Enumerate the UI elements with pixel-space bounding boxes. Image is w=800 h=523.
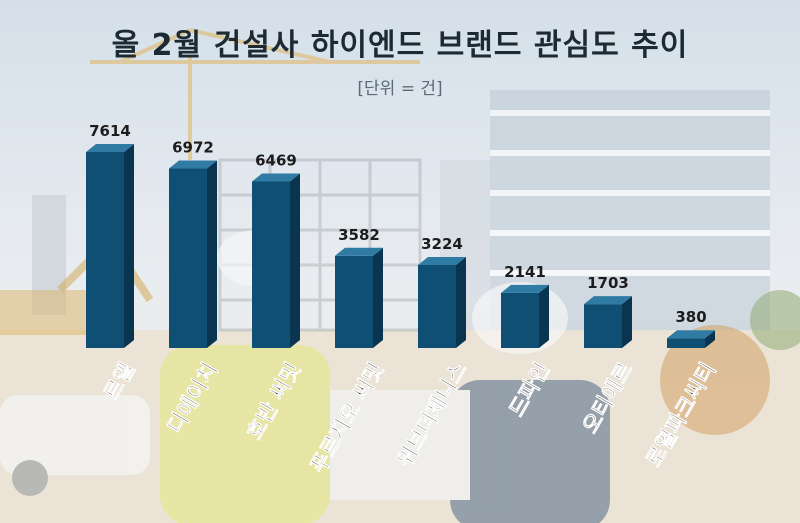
bar-5 xyxy=(418,257,466,348)
value-label: 7614 xyxy=(89,122,131,140)
category-label: 로열파크씨티 xyxy=(642,359,721,471)
bars-layer: 7614 르엘 6972 디에이치 6469 호반 써밋 3582 푸르지오 써밋 3224 위브… xyxy=(86,122,721,478)
bar-4 xyxy=(335,247,383,348)
bar-top xyxy=(335,247,383,256)
bar-front xyxy=(169,168,207,348)
category-label: 푸르지오 써밋 xyxy=(306,359,388,478)
bar-top xyxy=(169,160,217,169)
category-label: 위브더제니스 xyxy=(393,359,472,471)
bar-top xyxy=(418,257,466,266)
bar-side xyxy=(622,296,632,348)
bar-top xyxy=(86,144,134,152)
bar-side xyxy=(207,160,217,348)
bar-1 xyxy=(86,144,134,348)
value-label: 2141 xyxy=(504,263,546,281)
bar-top xyxy=(667,330,715,339)
value-label: 3582 xyxy=(338,226,380,244)
chart-title: 올 2월 건설사 하이엔드 브랜드 관심도 추이 xyxy=(111,28,689,63)
category-label: 르엘 xyxy=(99,359,139,404)
category-label: 오티에르 xyxy=(578,359,637,438)
category-label: 호반 써밋 xyxy=(242,359,305,444)
bar-2 xyxy=(169,160,217,348)
category-label: 드파인 xyxy=(505,359,555,421)
bar-top xyxy=(501,284,549,293)
bar-side xyxy=(124,144,134,348)
value-label: 6469 xyxy=(255,151,297,169)
bar-side xyxy=(456,257,466,348)
bar-side xyxy=(290,173,300,348)
bar-6 xyxy=(501,284,549,348)
bar-side xyxy=(539,284,549,348)
bar-front xyxy=(86,152,124,348)
bar-3 xyxy=(252,173,300,348)
bar-top xyxy=(584,296,632,305)
bar-front xyxy=(418,265,456,348)
bar-8 xyxy=(667,330,715,348)
bar-top xyxy=(252,173,300,182)
bar-7 xyxy=(584,296,632,348)
bar-front xyxy=(335,255,373,348)
value-label: 6972 xyxy=(172,139,214,157)
value-label: 1703 xyxy=(587,274,629,292)
bar-side xyxy=(373,247,383,348)
unit-label: [단위 = 건] xyxy=(357,79,443,99)
value-label: 3224 xyxy=(421,235,463,253)
value-label: 380 xyxy=(675,308,706,326)
category-label: 디에이치 xyxy=(163,359,222,438)
bar-front xyxy=(501,292,539,348)
bar-front xyxy=(584,304,622,348)
bar-side xyxy=(705,330,715,348)
bar-front xyxy=(252,181,290,348)
bar-front xyxy=(667,338,705,348)
